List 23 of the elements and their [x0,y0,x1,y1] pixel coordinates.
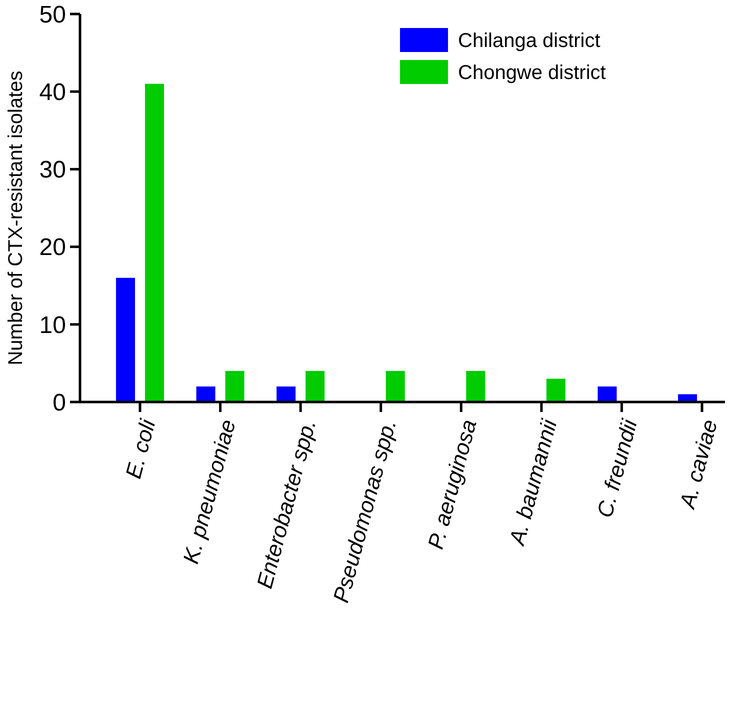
y-tick-label: 0 [52,389,66,416]
bar [196,386,216,402]
legend-label: Chongwe district [458,62,606,84]
bar [386,370,405,402]
bar [466,370,486,402]
x-tick-label: A. caviae [674,416,722,513]
bar [145,84,164,402]
bar [225,370,244,402]
y-tick-label: 20 [39,234,66,262]
x-tick-label: E. coli [120,416,161,482]
bar [116,278,135,402]
y-axis-title: Number of CTX-resistant isolates [5,70,27,366]
bar [678,394,697,402]
y-tick-label: 50 [39,1,66,28]
bar [546,378,566,402]
bar [306,370,325,402]
y-tick-label: 40 [39,79,66,106]
bar [598,386,617,402]
y-tick-label: 30 [39,156,66,184]
bar [276,386,296,402]
y-tick-label: 10 [39,312,66,339]
x-tick-label: C. freundii [592,416,642,520]
legend-label: Chilanga district [458,30,601,52]
